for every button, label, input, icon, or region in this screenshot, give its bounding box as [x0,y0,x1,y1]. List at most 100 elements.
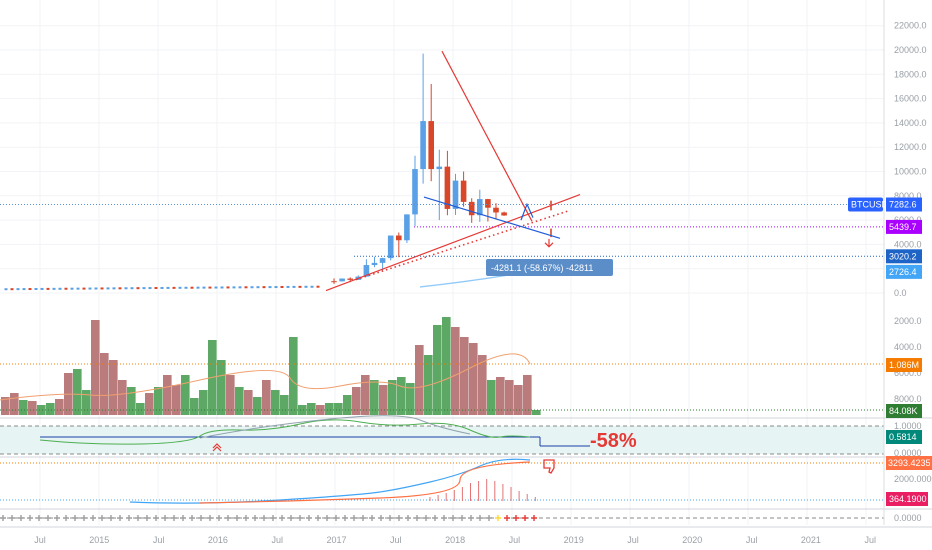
osc1-badge-bg [886,430,922,444]
price-tick-label: 12000.0 [894,142,927,152]
volume-bar [487,380,496,415]
candle [160,286,164,289]
volume-bar [28,401,37,415]
osc3-marker [414,515,420,521]
volume-bar [244,390,253,415]
candle [88,287,92,290]
osc3-marker [216,515,222,521]
time-tick-label: Jul [627,535,639,545]
osc3-marker [495,515,501,521]
candle-body [339,278,345,282]
candle [292,285,296,288]
thumbs-down-icon [543,459,555,474]
price-badge: 3020.2 [886,249,922,264]
oscillator-pane-3 [0,508,932,521]
osc3-marker [63,515,69,521]
volume-bar [19,400,28,415]
volume-bar [253,397,262,415]
osc3-marker [486,515,492,521]
price-badge-bg [886,219,922,234]
volume-bar [514,385,523,415]
price-badge-bg [886,197,922,212]
measure-tooltip-text: -4281.1 (-58.67%) -42811 [491,263,593,273]
volume-bar [118,380,127,415]
candle [10,288,14,291]
osc3-marker [324,515,330,521]
osc3-marker [72,515,78,521]
osc3-marker [441,515,447,521]
volume-bar [397,377,406,415]
osc3-marker [504,515,510,521]
osc3-marker [180,515,186,521]
volume-bar [172,385,181,415]
osc3-marker [288,515,294,521]
candle [106,287,110,290]
candle [34,287,38,290]
trendline-resistance [441,50,533,222]
candle-body [428,121,434,170]
time-tick-label: Jul [34,535,46,545]
volume-bar [280,395,289,415]
volume-bar [181,375,190,415]
osc3-marker [378,515,384,521]
osc3-marker [306,515,312,521]
osc3-marker [315,515,321,521]
candle [28,288,32,291]
oscillator-pane-2 [0,456,932,504]
volume-bar [154,387,163,415]
osc3-marker [531,515,537,521]
time-tick-label: 2017 [326,535,346,545]
candle [118,287,122,290]
osc3-marker [261,515,267,521]
drawings: -4281.1 (-58.67%) -42811 [0,50,884,292]
symbol-label: BTCUSD [851,200,889,210]
volume-bar [523,375,532,415]
osc3-marker [54,515,60,521]
candle-body [420,121,426,170]
candle [148,287,152,290]
time-axis[interactable]: Jul 2015 Jul 2016 Jul 2017 Jul 2018 Jul 2019 Jul 20… [0,526,932,545]
osc3-marker [9,515,15,521]
candle [100,287,104,290]
volume-bar [334,403,343,415]
volume-bar [442,317,451,415]
osc3-marker [405,515,411,521]
osc3-marker [225,515,231,521]
candle [112,287,116,290]
osc3-marker [117,515,123,521]
candle [142,287,146,290]
osc3-marker [0,515,6,521]
osc3-marker [342,515,348,521]
candle [274,286,278,289]
volume-badge-low-bg [886,404,922,418]
osc1-line2 [199,415,471,439]
measure-tooltip: -4281.1 (-58.67%) -42811 [486,259,613,276]
candle [298,285,302,288]
volume-badge-low: 84.08K [889,406,918,416]
osc3-marker [351,515,357,521]
candle [280,285,284,288]
candle [16,288,20,291]
candle-body [436,166,443,170]
price-axis[interactable]: 0.0 2000.0 4000.0 6000.0 8000.0 10000.0 12000.… [848,0,932,525]
time-tick-label: Jul [864,535,876,545]
candle [40,287,44,290]
time-tick-label: 2018 [445,535,465,545]
volume-bar [415,345,424,415]
osc3-marker [270,515,276,521]
candle [184,286,188,289]
candle [316,285,320,288]
candle [256,286,260,289]
osc3-marker [252,515,258,521]
volume-bar [352,387,361,415]
volume-bar [10,393,19,415]
candle-body [347,278,353,280]
price-badge-bg [886,249,922,264]
osc3-marker [468,515,474,521]
volume-bar [46,403,55,415]
volume-bar [136,403,145,415]
oscillator-pane-1: -58% [0,415,932,455]
volume-bar [406,383,415,415]
candle [4,288,8,291]
